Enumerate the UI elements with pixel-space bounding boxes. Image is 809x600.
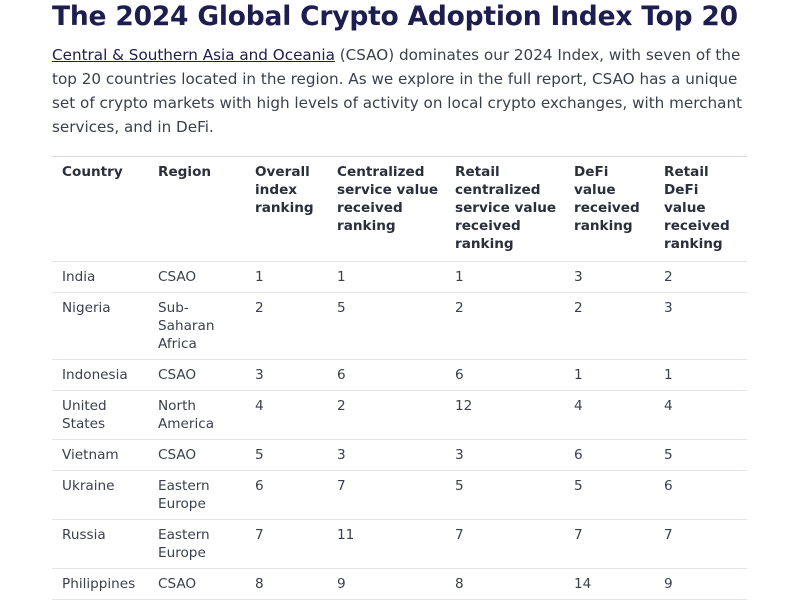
intro-text: (CSAO) dominates our 2024 Index, with se… bbox=[52, 46, 743, 136]
cell-region: CSAO bbox=[148, 568, 245, 600]
column-header-retail-centralized-ranking: Retail centralized service value receive… bbox=[445, 156, 564, 262]
cell-region: CSAO bbox=[148, 439, 245, 471]
cell-retail-defi-ranking: 7 bbox=[654, 519, 747, 569]
cell-defi-ranking: 7 bbox=[564, 519, 654, 569]
cell-retail-defi-ranking: 9 bbox=[654, 568, 747, 600]
table-header-row: Country Region Overall index ranking Cen… bbox=[52, 156, 747, 262]
cell-country: Nigeria bbox=[52, 292, 148, 360]
cell-centralized-ranking: 3 bbox=[327, 439, 445, 471]
cell-retail-centralized-ranking: 3 bbox=[445, 439, 564, 471]
cell-centralized-ranking: 9 bbox=[327, 568, 445, 600]
table-row: India CSAO 1 1 1 3 2 bbox=[52, 261, 747, 293]
cell-centralized-ranking: 2 bbox=[327, 390, 445, 440]
cell-region: Eastern Europe bbox=[148, 470, 245, 520]
cell-defi-ranking: 2 bbox=[564, 292, 654, 360]
cell-overall-ranking: 3 bbox=[245, 359, 327, 391]
intro-paragraph: Central & Southern Asia and Oceania (CSA… bbox=[52, 43, 752, 139]
cell-retail-defi-ranking: 5 bbox=[654, 439, 747, 471]
cell-retail-defi-ranking: 4 bbox=[654, 390, 747, 440]
cell-centralized-ranking: 1 bbox=[327, 261, 445, 293]
cell-retail-centralized-ranking: 1 bbox=[445, 261, 564, 293]
page-title: The 2024 Global Crypto Adoption Index To… bbox=[52, 1, 738, 32]
cell-overall-ranking: 1 bbox=[245, 261, 327, 293]
column-header-overall-ranking: Overall index ranking bbox=[245, 156, 327, 262]
column-header-defi-ranking: DeFi value received ranking bbox=[564, 156, 654, 262]
cell-country: Ukraine bbox=[52, 470, 148, 520]
column-header-retail-defi-ranking: Retail DeFi value received ranking bbox=[654, 156, 747, 262]
cell-country: Russia bbox=[52, 519, 148, 569]
cell-retail-centralized-ranking: 2 bbox=[445, 292, 564, 360]
ranking-table: Country Region Overall index ranking Cen… bbox=[52, 156, 747, 600]
table-row: Indonesia CSAO 3 6 6 1 1 bbox=[52, 359, 747, 391]
cell-defi-ranking: 14 bbox=[564, 568, 654, 600]
table-row: Philippines CSAO 8 9 8 14 9 bbox=[52, 568, 747, 600]
cell-region: Sub-Saharan Africa bbox=[148, 292, 245, 360]
cell-retail-defi-ranking: 1 bbox=[654, 359, 747, 391]
cell-overall-ranking: 5 bbox=[245, 439, 327, 471]
cell-retail-centralized-ranking: 8 bbox=[445, 568, 564, 600]
cell-region: North America bbox=[148, 390, 245, 440]
article: The 2024 Global Crypto Adoption Index To… bbox=[52, 1, 752, 600]
cell-defi-ranking: 3 bbox=[564, 261, 654, 293]
cell-region: CSAO bbox=[148, 261, 245, 293]
region-link[interactable]: Central & Southern Asia and Oceania bbox=[52, 46, 335, 64]
cell-retail-defi-ranking: 6 bbox=[654, 470, 747, 520]
cell-overall-ranking: 2 bbox=[245, 292, 327, 360]
cell-retail-defi-ranking: 3 bbox=[654, 292, 747, 360]
cell-country: Philippines bbox=[52, 568, 148, 600]
cell-defi-ranking: 4 bbox=[564, 390, 654, 440]
cell-region: Eastern Europe bbox=[148, 519, 245, 569]
cell-country: Indonesia bbox=[52, 359, 148, 391]
cell-region: CSAO bbox=[148, 359, 245, 391]
cell-retail-centralized-ranking: 7 bbox=[445, 519, 564, 569]
cell-defi-ranking: 5 bbox=[564, 470, 654, 520]
cell-centralized-ranking: 5 bbox=[327, 292, 445, 360]
column-header-region: Region bbox=[148, 156, 245, 262]
cell-overall-ranking: 4 bbox=[245, 390, 327, 440]
cell-country: United States bbox=[52, 390, 148, 440]
table-row: United States North America 4 2 12 4 4 bbox=[52, 390, 747, 440]
cell-retail-defi-ranking: 2 bbox=[654, 261, 747, 293]
cell-country: India bbox=[52, 261, 148, 293]
cell-centralized-ranking: 11 bbox=[327, 519, 445, 569]
table-row: Russia Eastern Europe 7 11 7 7 7 bbox=[52, 519, 747, 569]
table-body: India CSAO 1 1 1 3 2 Nigeria Sub-Saharan Africa 2… bbox=[52, 261, 747, 600]
cell-retail-centralized-ranking: 6 bbox=[445, 359, 564, 391]
cell-overall-ranking: 7 bbox=[245, 519, 327, 569]
table-row: Vietnam CSAO 5 3 3 6 5 bbox=[52, 439, 747, 471]
cell-centralized-ranking: 7 bbox=[327, 470, 445, 520]
cell-retail-centralized-ranking: 12 bbox=[445, 390, 564, 440]
cell-retail-centralized-ranking: 5 bbox=[445, 470, 564, 520]
cell-overall-ranking: 8 bbox=[245, 568, 327, 600]
column-header-country: Country bbox=[52, 156, 148, 262]
table-row: Nigeria Sub-Saharan Africa 2 5 2 2 3 bbox=[52, 292, 747, 360]
cell-country: Vietnam bbox=[52, 439, 148, 471]
cell-defi-ranking: 1 bbox=[564, 359, 654, 391]
cell-centralized-ranking: 6 bbox=[327, 359, 445, 391]
cell-overall-ranking: 6 bbox=[245, 470, 327, 520]
column-header-centralized-ranking: Centralized service value received ranki… bbox=[327, 156, 445, 262]
table-row: Ukraine Eastern Europe 6 7 5 5 6 bbox=[52, 470, 747, 520]
cell-defi-ranking: 6 bbox=[564, 439, 654, 471]
